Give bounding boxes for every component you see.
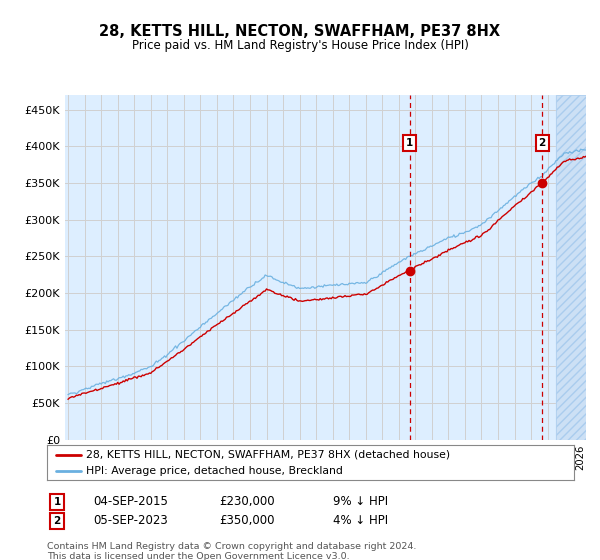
Text: HPI: Average price, detached house, Breckland: HPI: Average price, detached house, Brec…	[86, 465, 343, 475]
Text: 28, KETTS HILL, NECTON, SWAFFHAM, PE37 8HX: 28, KETTS HILL, NECTON, SWAFFHAM, PE37 8…	[100, 25, 500, 39]
Text: 04-SEP-2015: 04-SEP-2015	[93, 495, 168, 508]
Bar	[556, 95, 589, 440]
Text: £350,000: £350,000	[219, 514, 275, 528]
Text: 9% ↓ HPI: 9% ↓ HPI	[333, 495, 388, 508]
Text: 05-SEP-2023: 05-SEP-2023	[93, 514, 168, 528]
Text: 1: 1	[53, 497, 61, 507]
Text: 2: 2	[53, 516, 61, 526]
Text: 28, KETTS HILL, NECTON, SWAFFHAM, PE37 8HX (detached house): 28, KETTS HILL, NECTON, SWAFFHAM, PE37 8…	[86, 450, 451, 460]
Text: £230,000: £230,000	[219, 495, 275, 508]
Text: Price paid vs. HM Land Registry's House Price Index (HPI): Price paid vs. HM Land Registry's House …	[131, 39, 469, 53]
Text: 4% ↓ HPI: 4% ↓ HPI	[333, 514, 388, 528]
Text: 1: 1	[406, 138, 413, 148]
Text: Contains HM Land Registry data © Crown copyright and database right 2024.
This d: Contains HM Land Registry data © Crown c…	[47, 542, 416, 560]
Text: 2: 2	[538, 138, 546, 148]
